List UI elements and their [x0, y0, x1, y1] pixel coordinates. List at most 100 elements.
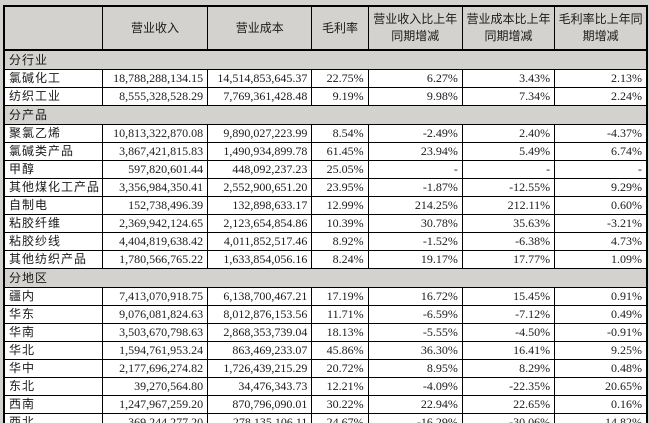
- section-row: 分地区: [3, 268, 648, 288]
- value-cell: -5.55%: [367, 323, 463, 342]
- row-label: 其他煤化工产品: [3, 178, 103, 197]
- value-cell: -4.50%: [461, 323, 556, 342]
- row-label: 西南: [3, 395, 103, 414]
- value-cell: 6.74%: [554, 142, 648, 161]
- value-cell: 30.78%: [367, 214, 463, 233]
- value-cell: 9.25%: [554, 341, 648, 360]
- value-cell: 1.09%: [554, 250, 648, 269]
- value-cell: 9.98%: [367, 87, 463, 106]
- table-row: 华北 1,594,761,953.24 863,469,233.07 45.86% 36…: [3, 341, 648, 360]
- value-cell: 12.21%: [311, 377, 369, 396]
- table-row: 东北 39,270,564.80 34,476,343.73 12.21% -4.09%…: [3, 377, 648, 396]
- value-cell: -6.59%: [367, 305, 463, 324]
- value-cell: 7,413,070,918.75: [101, 287, 209, 306]
- row-label: 聚氯乙烯: [3, 124, 103, 143]
- value-cell: 2,177,696,274.82: [101, 359, 209, 378]
- value-cell: 17.77%: [461, 250, 556, 269]
- value-cell: -: [461, 160, 556, 179]
- value-cell: 11.71%: [311, 305, 369, 324]
- value-cell: 212.11%: [461, 196, 556, 215]
- value-cell: -7.12%: [461, 305, 556, 324]
- table-row: 疆内 7,413,070,918.75 6,138,700,467.21 17.19%…: [3, 287, 648, 306]
- header-gross-margin: 毛利率: [311, 5, 369, 51]
- row-label: 西北: [3, 413, 103, 423]
- value-cell: 9.19%: [311, 87, 369, 106]
- value-cell: 18.13%: [311, 323, 369, 342]
- value-cell: -: [554, 160, 648, 179]
- row-label: 粘胶纱线: [3, 232, 103, 251]
- value-cell: 24.67%: [311, 413, 369, 423]
- value-cell: 1,490,934,899.78: [207, 142, 313, 161]
- section-label: 分地区: [3, 268, 648, 288]
- table-row: 氯碱类产品 3,867,421,815.83 1,490,934,899.78 61.…: [3, 142, 648, 161]
- value-cell: 30.22%: [311, 395, 369, 414]
- value-cell: 61.45%: [311, 142, 369, 161]
- value-cell: -3.21%: [554, 214, 648, 233]
- value-cell: 863,469,233.07: [207, 341, 313, 360]
- value-cell: 2.40%: [461, 124, 556, 143]
- value-cell: -: [367, 160, 463, 179]
- table-row: 自制电 152,738,496.39 132,898,633.17 12.99% 214…: [3, 196, 648, 215]
- value-cell: 9,076,081,824.63: [101, 305, 209, 324]
- row-label: 华北: [3, 341, 103, 360]
- value-cell: 4.73%: [554, 232, 648, 251]
- value-cell: 0.49%: [554, 305, 648, 324]
- value-cell: 22.75%: [311, 69, 369, 88]
- value-cell: 597,820,601.44: [101, 160, 209, 179]
- value-cell: 10,813,322,870.08: [101, 124, 209, 143]
- value-cell: -1.52%: [367, 232, 463, 251]
- value-cell: 0.48%: [554, 359, 648, 378]
- value-cell: 18,788,288,134.15: [101, 69, 209, 88]
- row-label: 氯碱类产品: [3, 142, 103, 161]
- value-cell: -30.06%: [461, 413, 556, 423]
- value-cell: 2,123,654,854.86: [207, 214, 313, 233]
- table-row: 西南 1,247,967,259.20 870,796,090.01 30.22% 22…: [3, 395, 648, 414]
- header-revenue-yoy: 营业收入比上年同期增减: [367, 5, 463, 51]
- value-cell: 3.43%: [461, 69, 556, 88]
- value-cell: 22.94%: [367, 395, 463, 414]
- table-row: 甲醇 597,820,601.44 448,092,237.23 25.05% - - -: [3, 160, 648, 179]
- value-cell: 34,476,343.73: [207, 377, 313, 396]
- table-row: 其他纺织产品 1,780,566,765.22 1,633,854,056.16 8.…: [3, 250, 648, 269]
- value-cell: 8.92%: [311, 232, 369, 251]
- value-cell: 4,011,852,517.46: [207, 232, 313, 251]
- value-cell: 1,247,967,259.20: [101, 395, 209, 414]
- value-cell: 8.29%: [461, 359, 556, 378]
- value-cell: 2,868,353,739.04: [207, 323, 313, 342]
- value-cell: 278,135,106.11: [207, 413, 313, 423]
- value-cell: -4.37%: [554, 124, 648, 143]
- table-row: 纺织工业 8,555,328,528.29 7,769,361,428.48 9.19…: [3, 87, 648, 106]
- table-row: 粘胶纱线 4,404,819,638.42 4,011,852,517.46 8.92…: [3, 232, 648, 251]
- table-row: 其他煤化工产品 3,356,984,350.41 2,552,900,651.20 2…: [3, 178, 648, 197]
- value-cell: 152,738,496.39: [101, 196, 209, 215]
- value-cell: 3,356,984,350.41: [101, 178, 209, 197]
- value-cell: -1.87%: [367, 178, 463, 197]
- value-cell: 2,369,942,124.65: [101, 214, 209, 233]
- row-label: 粘胶纤维: [3, 214, 103, 233]
- value-cell: 16.41%: [461, 341, 556, 360]
- value-cell: 8.95%: [367, 359, 463, 378]
- value-cell: 20.72%: [311, 359, 369, 378]
- header-cost-yoy: 营业成本比上年同期增减: [461, 5, 556, 51]
- value-cell: 1,726,439,215.29: [207, 359, 313, 378]
- value-cell: 3,503,670,798.63: [101, 323, 209, 342]
- report-page: 营业收入 营业成本 毛利率 营业收入比上年同期增减 营业成本比上年同期增减 毛利…: [0, 5, 650, 423]
- value-cell: 1,633,854,056.16: [207, 250, 313, 269]
- value-cell: 8,012,876,153.56: [207, 305, 313, 324]
- value-cell: 870,796,090.01: [207, 395, 313, 414]
- value-cell: 19.17%: [367, 250, 463, 269]
- value-cell: 0.60%: [554, 196, 648, 215]
- value-cell: 14.82%: [554, 413, 648, 423]
- value-cell: 23.95%: [311, 178, 369, 197]
- value-cell: 6,138,700,467.21: [207, 287, 313, 306]
- section-row: 分产品: [3, 105, 648, 125]
- value-cell: 22.65%: [461, 395, 556, 414]
- value-cell: 5.49%: [461, 142, 556, 161]
- section-label: 分产品: [3, 105, 648, 125]
- table-row: 粘胶纤维 2,369,942,124.65 2,123,654,854.86 10.3…: [3, 214, 648, 233]
- value-cell: 132,898,633.17: [207, 196, 313, 215]
- value-cell: 214.25%: [367, 196, 463, 215]
- value-cell: 369,244,277.20: [101, 413, 209, 423]
- section-row: 分行业: [3, 49, 648, 70]
- value-cell: 35.63%: [461, 214, 556, 233]
